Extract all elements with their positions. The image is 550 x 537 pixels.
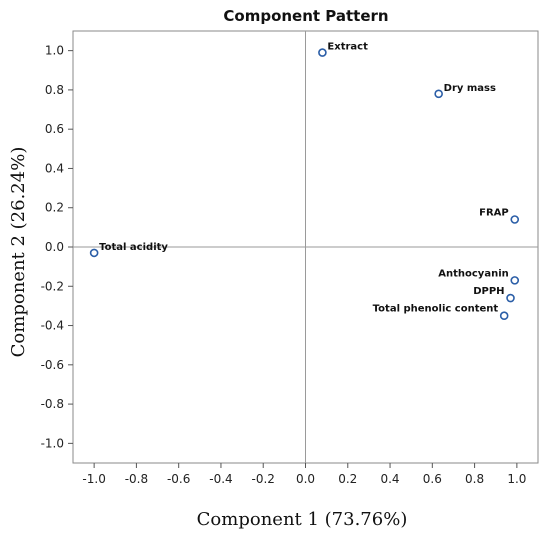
point-extract: Extract — [318, 42, 368, 57]
point-label: DPPH — [473, 286, 504, 297]
x-tick-label: 0.4 — [380, 472, 399, 486]
x-axis-ticks: -1.0 -0.8 -0.6 -0.4 -0.2 0.0 0.2 0.4 0.6 0.8 1.0 — [82, 463, 526, 486]
x-tick-label: -0.4 — [209, 472, 232, 486]
point-label: FRAP — [479, 208, 509, 219]
x-tick-label: -0.8 — [125, 472, 148, 486]
point-marker — [506, 293, 515, 303]
y-tick-label: -0.8 — [41, 397, 64, 411]
point-total-acidity: Total acidity — [89, 242, 168, 258]
point-marker — [318, 48, 327, 57]
point-anthocyanin: Anthocyanin — [438, 268, 520, 285]
x-tick-label: 1.0 — [507, 472, 526, 486]
x-tick-label: 0.6 — [423, 472, 442, 486]
x-tick-label: -0.6 — [167, 472, 190, 486]
chart-title: Component Pattern — [223, 7, 388, 25]
x-tick-label: 0.2 — [338, 472, 357, 486]
point-marker — [510, 215, 520, 224]
point-label: Anthocyanin — [438, 268, 509, 279]
y-axis-ticks: 1.0 0.8 0.6 0.4 0.2 0.0 -0.2 -0.4 -0.6 -0.8 -1.0 — [41, 44, 73, 450]
x-tick-label: -0.2 — [252, 472, 275, 486]
point-label: Total phenolic content — [373, 304, 499, 315]
y-tick-label: 0.0 — [45, 240, 64, 254]
point-marker — [89, 248, 99, 258]
y-tick-label: -0.6 — [41, 358, 64, 372]
point-label: Dry mass — [444, 83, 496, 94]
point-total-phenolic-content: Total phenolic content — [373, 304, 509, 321]
point-dry-mass: Dry mass — [434, 83, 496, 99]
x-axis-title: Component 1 (73.76%) — [197, 509, 408, 530]
y-tick-label: -0.2 — [41, 279, 64, 293]
reference-lines — [73, 31, 538, 463]
x-tick-label: 0.0 — [296, 472, 315, 486]
point-label: Total acidity — [99, 242, 168, 253]
y-tick-label: 1.0 — [45, 44, 64, 58]
y-tick-label: 0.6 — [45, 122, 64, 136]
point-marker — [434, 89, 443, 99]
y-tick-label: -1.0 — [41, 436, 64, 450]
point-frap: FRAP — [479, 208, 520, 224]
y-tick-label: 0.2 — [45, 201, 64, 215]
x-tick-label: 0.8 — [465, 472, 484, 486]
point-marker — [499, 311, 509, 321]
scatter-points: Extract Dry mass FRAP Total acidity Anthocya… — [89, 42, 520, 321]
y-tick-label: 0.4 — [45, 161, 64, 175]
point-dpph: DPPH — [473, 286, 515, 303]
point-label: Extract — [327, 42, 368, 53]
y-tick-label: 0.8 — [45, 83, 64, 97]
point-marker — [510, 276, 520, 285]
x-tick-label: -1.0 — [82, 472, 105, 486]
y-axis-title: Component 2 (26.24%) — [8, 147, 29, 358]
y-tick-label: -0.4 — [41, 319, 64, 333]
